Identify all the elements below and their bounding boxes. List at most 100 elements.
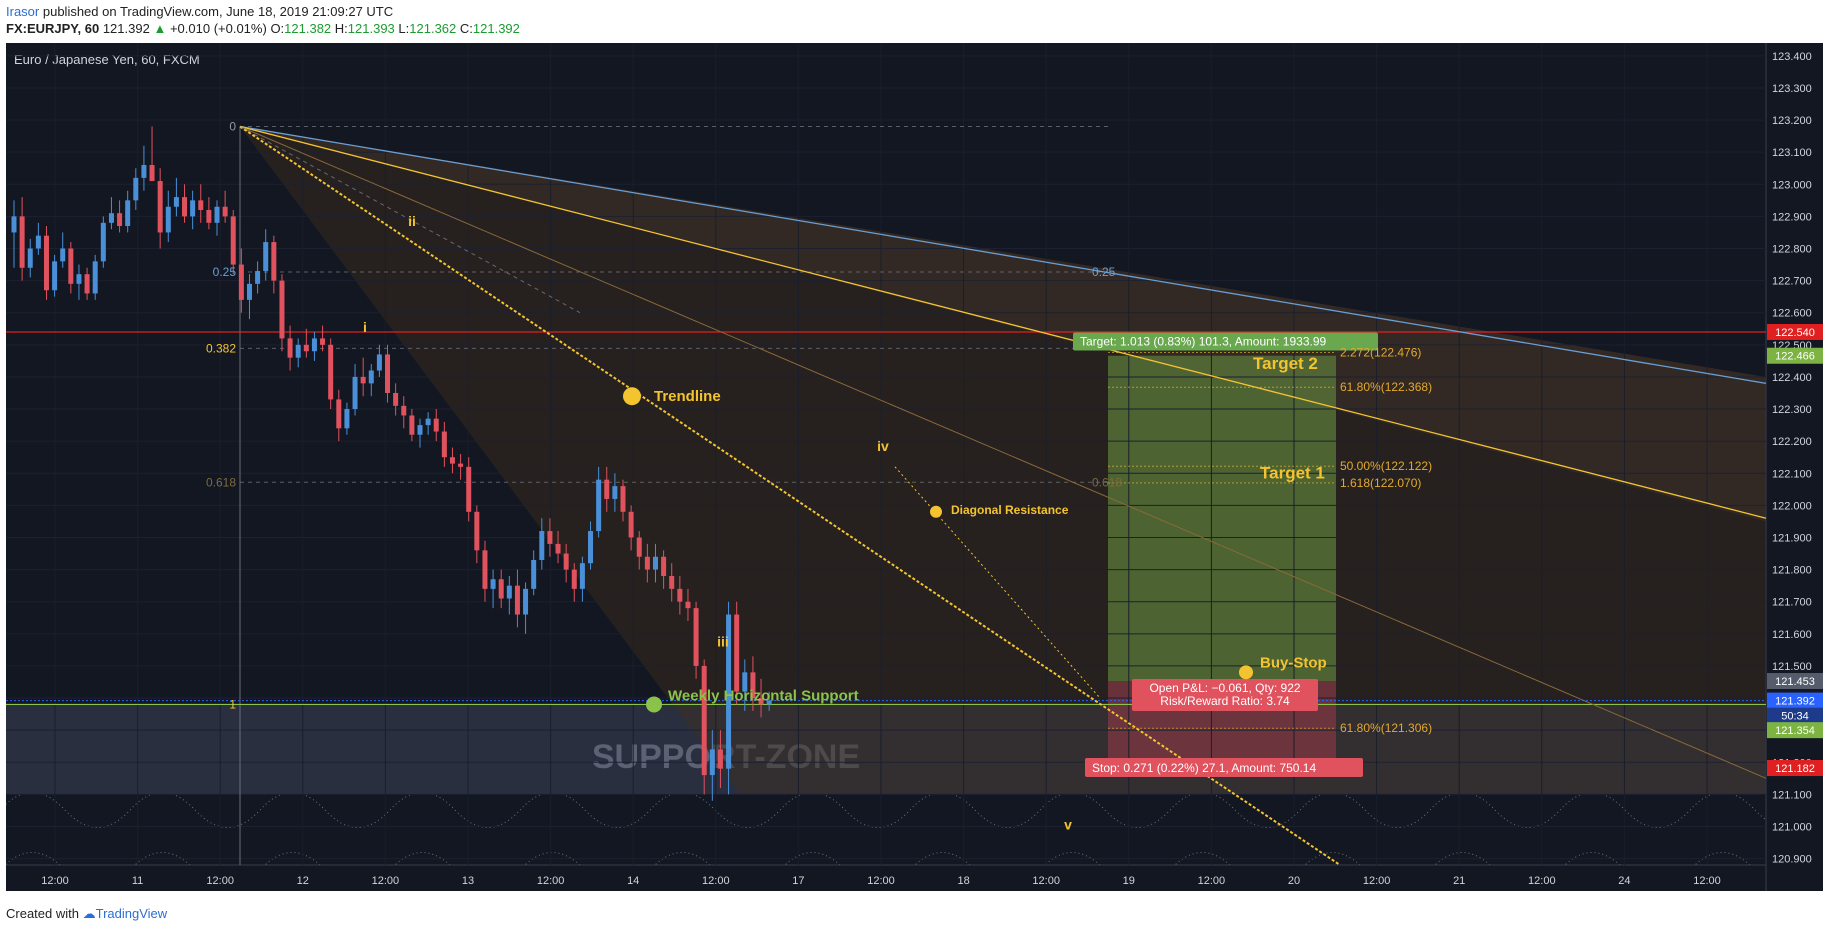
- candle-body: [173, 197, 179, 207]
- x-tick-label: 12:00: [1032, 875, 1060, 887]
- x-tick-label: 12:00: [1693, 875, 1721, 887]
- y-tick-label: 122.400: [1772, 372, 1812, 384]
- diagonal-label: Diagonal Resistance: [951, 503, 1069, 517]
- candle-body: [352, 376, 358, 410]
- candle-body: [742, 672, 748, 692]
- candle-body: [734, 614, 740, 692]
- low-label: L:: [398, 21, 410, 36]
- x-tick-label: 12: [297, 875, 309, 887]
- price-tag: 50:34: [1781, 711, 1809, 723]
- tradingview-link[interactable]: TradingView: [95, 906, 168, 921]
- candle-body: [393, 392, 399, 406]
- fib-level-label: 0: [229, 119, 236, 133]
- fan-label-0618: 0.618: [1092, 475, 1122, 489]
- candle-body: [92, 261, 98, 294]
- y-tick-label: 122.200: [1772, 436, 1812, 448]
- x-tick-label: 11: [132, 875, 143, 887]
- x-tick-label: 12:00: [1198, 875, 1226, 887]
- extension-label: 61.80%(122.368): [1340, 380, 1432, 394]
- x-tick-label: 12:00: [41, 875, 69, 887]
- support-marker: [646, 696, 662, 713]
- candle-body: [328, 344, 334, 400]
- diagonal-marker: [930, 505, 942, 518]
- candles-layer: [11, 126, 772, 801]
- pnl-text: Open P&L: −0.061, Qty: 922: [1149, 681, 1300, 695]
- extension-label: 61.80%(121.306): [1340, 721, 1432, 735]
- candle-body: [311, 338, 317, 352]
- price-tag-bg: [1767, 692, 1823, 709]
- low-value: 121.362: [409, 21, 457, 36]
- candle-body: [441, 431, 447, 458]
- price-tag-bg: [1767, 323, 1823, 340]
- candle-body: [555, 543, 561, 554]
- price-axis[interactable]: [1766, 43, 1823, 891]
- support-label: Weekly Horizontal Support: [668, 687, 859, 704]
- support-zone-box: [6, 704, 1766, 795]
- candle-body: [417, 425, 423, 435]
- candle-body: [458, 463, 464, 467]
- tradingview-logo-icon[interactable]: ☁: [82, 906, 96, 921]
- candle-body: [287, 338, 293, 358]
- fib-level-label: 1: [229, 697, 236, 711]
- close-label: C:: [459, 21, 473, 36]
- candle-body: [717, 749, 723, 769]
- candle-body: [409, 415, 415, 435]
- price-tag-bg: [1767, 673, 1823, 690]
- extension-label: 50.00%(122.122): [1340, 459, 1432, 473]
- candle-body: [84, 274, 90, 294]
- y-tick-label: 122.600: [1772, 308, 1812, 320]
- open-value: 121.382: [284, 21, 332, 36]
- fib-level-label: 0.382: [206, 341, 236, 355]
- target-box: [1073, 332, 1378, 351]
- candle-body: [596, 479, 602, 532]
- stop-box: [1085, 758, 1363, 778]
- y-tick-label: 123.200: [1772, 115, 1812, 127]
- candle-body: [35, 235, 41, 249]
- candle-body: [449, 457, 455, 464]
- y-tick-label: 121.500: [1772, 661, 1812, 673]
- target2-label: Target 2: [1253, 354, 1318, 373]
- candle-body: [758, 698, 764, 705]
- y-tick-label: 121.000: [1772, 821, 1812, 833]
- candle-body: [100, 222, 106, 262]
- candle-body: [165, 206, 171, 233]
- candle-body: [531, 559, 537, 589]
- candle-body: [506, 585, 512, 599]
- labels-layer: 00.250.3820.61810.250.618iiiiiiivvTrendl…: [206, 119, 1432, 832]
- candle-body: [214, 206, 220, 223]
- y-tick-label: 121.100: [1772, 789, 1812, 801]
- trendline-marker: [623, 387, 641, 406]
- publish-info: published on TradingView.com, June 18, 2…: [42, 4, 394, 19]
- candle-body: [60, 248, 66, 262]
- x-tick-label: 14: [627, 875, 639, 887]
- wave-label: i: [363, 319, 367, 335]
- x-tick-label: 12:00: [537, 875, 565, 887]
- x-tick-label: 12:00: [867, 875, 895, 887]
- candle-body: [271, 242, 277, 281]
- y-tick-label: 122.800: [1772, 244, 1812, 256]
- price-change: +0.010 (+0.01%): [169, 21, 267, 36]
- y-tick-label: 121.800: [1772, 565, 1812, 577]
- candle-body: [206, 209, 212, 223]
- fan-line-025: [239, 125, 1767, 385]
- candle-body: [141, 165, 147, 178]
- candle-body: [182, 197, 188, 217]
- price-tag-bg: [1767, 707, 1823, 724]
- candle-body: [76, 274, 82, 284]
- candle-body: [133, 177, 139, 201]
- extension-label: 2.272(122.476): [1340, 346, 1421, 360]
- candle-body: [482, 550, 488, 589]
- candle-body: [246, 283, 252, 300]
- drawings-layer: [6, 125, 1767, 866]
- candle-body: [709, 749, 715, 776]
- cycle-lines: [6, 794, 1766, 865]
- candle-body: [43, 235, 49, 291]
- y-tick-label: 121.900: [1772, 532, 1812, 544]
- author-link[interactable]: Irasor: [6, 4, 40, 19]
- candle-body: [498, 579, 504, 599]
- candle-body: [385, 354, 391, 393]
- target-zone: [1108, 355, 1336, 682]
- candle-body: [263, 242, 269, 271]
- trendline-label: Trendline: [654, 388, 721, 405]
